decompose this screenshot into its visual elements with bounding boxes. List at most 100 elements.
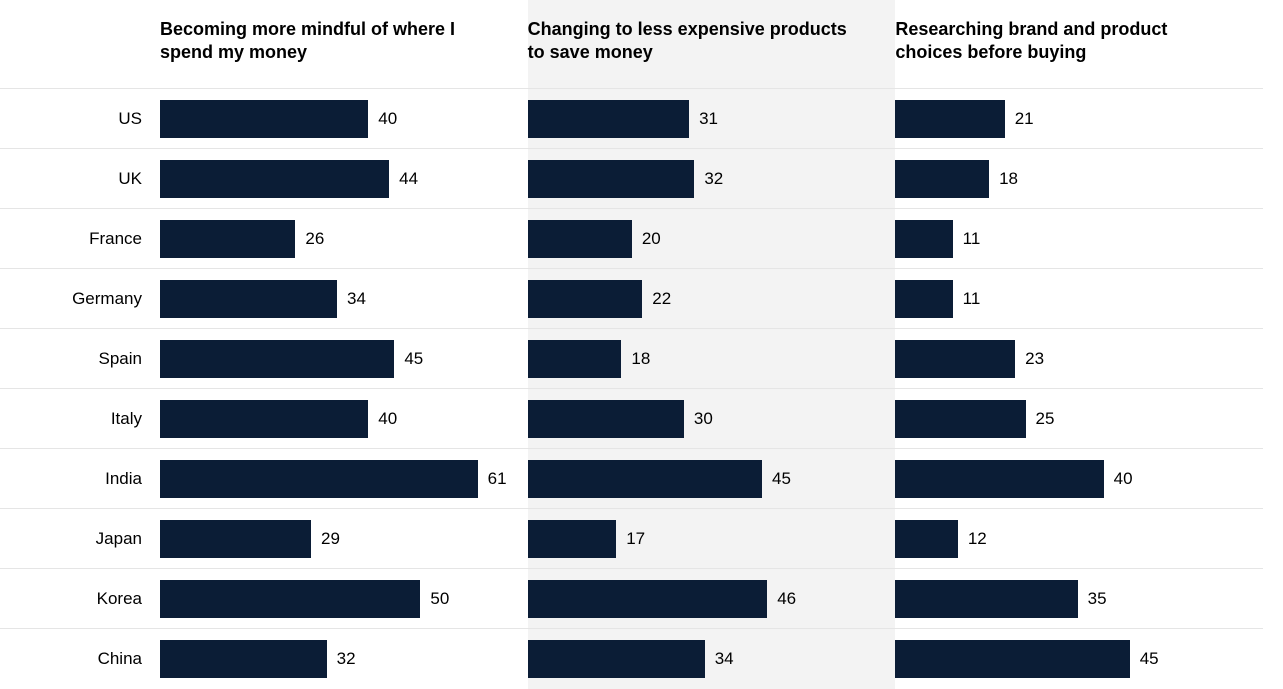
bar xyxy=(528,640,705,678)
bar-value: 61 xyxy=(488,469,507,489)
bar-cell: 45 xyxy=(895,640,1263,678)
bar-cell: 32 xyxy=(528,160,896,198)
bar-value: 45 xyxy=(772,469,791,489)
chart-row: Italy403025 xyxy=(0,388,1263,448)
bar-value: 17 xyxy=(626,529,645,549)
bar xyxy=(160,400,368,438)
bar xyxy=(528,520,617,558)
bar-value: 30 xyxy=(694,409,713,429)
bar-cell: 25 xyxy=(895,400,1263,438)
bar xyxy=(528,340,622,378)
bar-cell: 22 xyxy=(528,280,896,318)
bar xyxy=(160,280,337,318)
bar-cell: 44 xyxy=(160,160,528,198)
bar-cell: 40 xyxy=(160,100,528,138)
bar-value: 12 xyxy=(968,529,987,549)
bar xyxy=(160,580,420,618)
country-label: Korea xyxy=(0,589,160,609)
bar-cell: 17 xyxy=(528,520,896,558)
chart-row: France262011 xyxy=(0,208,1263,268)
bar xyxy=(895,280,952,318)
bar-cell: 30 xyxy=(528,400,896,438)
chart-row: Spain451823 xyxy=(0,328,1263,388)
bar-cell: 40 xyxy=(895,460,1263,498)
chart-row: Germany 34 22 11 xyxy=(0,268,1263,328)
panel-title: Becoming more mindful of where I spend m… xyxy=(160,18,528,65)
bar-cell: 34 xyxy=(160,280,528,318)
bar xyxy=(895,220,952,258)
panel-headers: Becoming more mindful of where I spend m… xyxy=(0,18,1263,65)
bar-value: 44 xyxy=(399,169,418,189)
bar xyxy=(528,160,695,198)
country-label: Germany xyxy=(0,289,160,309)
bar-value: 35 xyxy=(1088,589,1107,609)
bar-value: 50 xyxy=(430,589,449,609)
bar-value: 18 xyxy=(999,169,1018,189)
chart-row: China 32 34 45 xyxy=(0,628,1263,688)
bar xyxy=(528,460,762,498)
bar-cell: 18 xyxy=(895,160,1263,198)
bar-value: 25 xyxy=(1036,409,1055,429)
chart-row: Korea 50 46 35 xyxy=(0,568,1263,628)
chart-row: US 40 31 21 xyxy=(0,88,1263,148)
panel-title: Researching brand and product choices be… xyxy=(895,18,1263,65)
bar-value: 32 xyxy=(337,649,356,669)
bar-cell: 18 xyxy=(528,340,896,378)
country-label: China xyxy=(0,649,160,669)
country-label: Japan xyxy=(0,529,160,549)
bar xyxy=(160,640,327,678)
bar xyxy=(528,580,768,618)
bar xyxy=(160,340,394,378)
bar-cell: 29 xyxy=(160,520,528,558)
bar-value: 45 xyxy=(1140,649,1159,669)
bar-cell: 34 xyxy=(528,640,896,678)
bar-value: 21 xyxy=(1015,109,1034,129)
country-label: India xyxy=(0,469,160,489)
bar xyxy=(895,100,1004,138)
bar xyxy=(528,280,643,318)
bar-value: 34 xyxy=(347,289,366,309)
chart-rows: US403121UK443218France262011Germany34221… xyxy=(0,88,1263,688)
bar-cell: 46 xyxy=(528,580,896,618)
bar-value: 45 xyxy=(404,349,423,369)
bar xyxy=(895,460,1103,498)
bar-cell: 32 xyxy=(160,640,528,678)
panel-title: Changing to less expensive products to s… xyxy=(528,18,896,65)
bar-value: 20 xyxy=(642,229,661,249)
consumer-behavior-chart: Becoming more mindful of where I spend m… xyxy=(0,0,1263,689)
bar xyxy=(895,400,1025,438)
chart-row: Japan29 17 12 xyxy=(0,508,1263,568)
bar-cell: 45 xyxy=(160,340,528,378)
bar xyxy=(528,100,689,138)
bar xyxy=(528,400,684,438)
bar xyxy=(895,340,1015,378)
country-label: Spain xyxy=(0,349,160,369)
country-label: UK xyxy=(0,169,160,189)
bar-value: 40 xyxy=(378,409,397,429)
bar-value: 40 xyxy=(1114,469,1133,489)
bar-cell: 45 xyxy=(528,460,896,498)
bar xyxy=(160,520,311,558)
bar xyxy=(895,580,1077,618)
bar-value: 18 xyxy=(631,349,650,369)
bar-value: 22 xyxy=(652,289,671,309)
bar-value: 11 xyxy=(963,229,981,249)
bar-value: 34 xyxy=(715,649,734,669)
bar-value: 46 xyxy=(777,589,796,609)
bar xyxy=(160,160,389,198)
bar-value: 40 xyxy=(378,109,397,129)
bar-cell: 11 xyxy=(895,280,1263,318)
bar-cell: 61 xyxy=(160,460,528,498)
country-label: US xyxy=(0,109,160,129)
chart-row: India 61 45 40 xyxy=(0,448,1263,508)
bar-cell: 40 xyxy=(160,400,528,438)
bar xyxy=(895,160,989,198)
chart-row: UK 44 32 18 xyxy=(0,148,1263,208)
bar xyxy=(160,460,478,498)
bar-value: 11 xyxy=(963,289,981,309)
bar xyxy=(895,520,957,558)
bar-cell: 31 xyxy=(528,100,896,138)
bar-cell: 12 xyxy=(895,520,1263,558)
bar-cell: 35 xyxy=(895,580,1263,618)
bar-value: 31 xyxy=(699,109,718,129)
